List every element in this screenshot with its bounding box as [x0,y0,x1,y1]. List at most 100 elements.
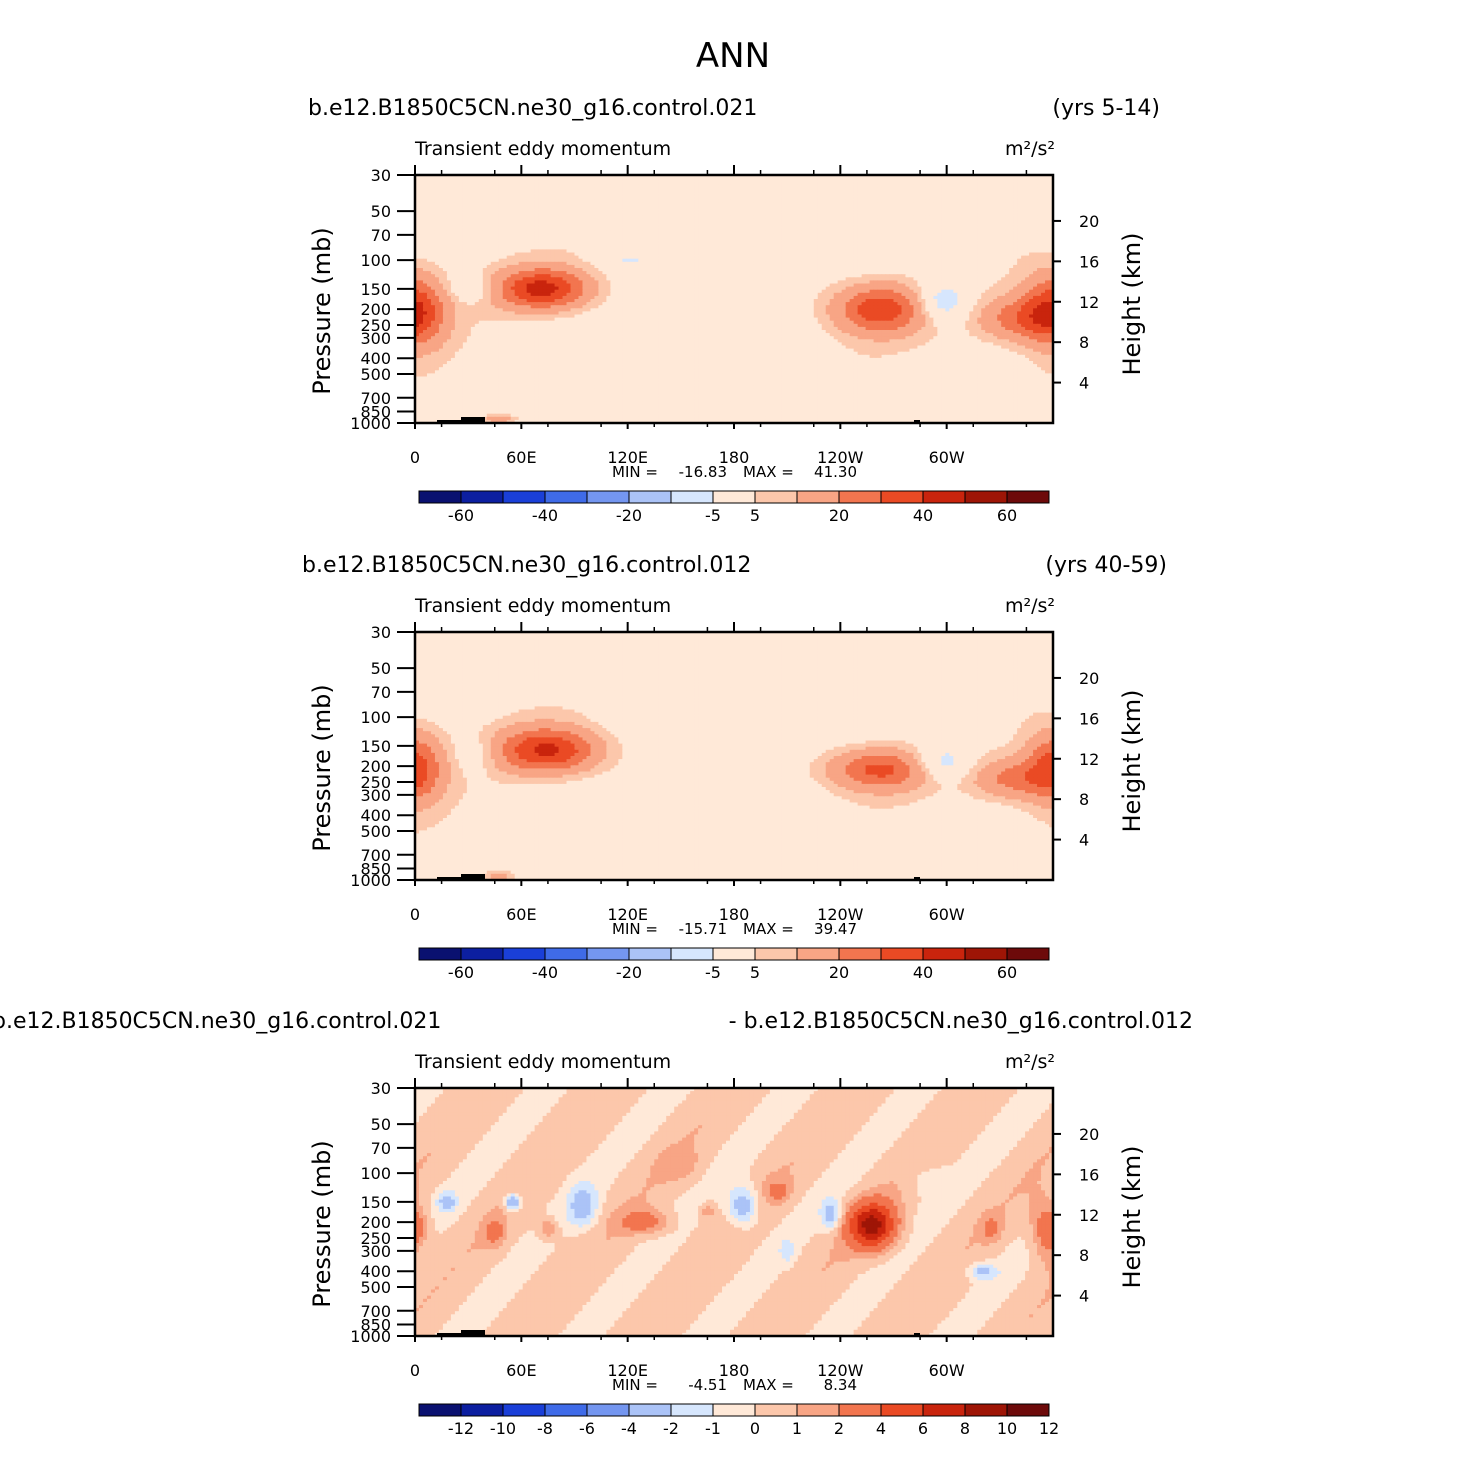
colorbar-swatch [419,491,461,503]
colorbar-label: 5 [750,963,760,982]
colorbar-label: 60 [997,506,1017,525]
max-label: MAX = [743,463,794,481]
max-value: 8.34 [824,1376,857,1394]
colorbar-swatch [965,1404,1007,1416]
y-tick-label: 50 [371,202,391,221]
y-tick-label: 150 [360,280,391,299]
colorbar-label: -1 [705,1419,721,1438]
colorbar-swatch [419,1404,461,1416]
case-title-left: b.e12.B1850C5CN.ne30_g16.control.021 [0,1009,441,1034]
case-title-right: - b.e12.B1850C5CN.ne30_g16.control.012 [729,1009,1193,1034]
y-tick-label: 100 [360,708,391,727]
colorbar-label: -60 [448,506,474,525]
height-tick-label: 16 [1079,1165,1099,1184]
y-axis-title: Pressure (mb) [308,684,336,851]
y-tick-label: 1000 [350,414,391,433]
colorbar-swatch [1007,1404,1049,1416]
y-tick-label: 500 [360,365,391,384]
y2-axis-title: Height (km) [1118,1146,1146,1289]
colorbar-label: -40 [532,963,558,982]
y-tick-label: 300 [360,786,391,805]
colorbar-swatch [545,948,587,960]
y-tick-label: 100 [360,1164,391,1183]
colorbar-swatch [923,948,965,960]
height-tick-label: 12 [1079,750,1099,769]
height-tick-label: 20 [1079,212,1099,231]
x-tick-label: 60E [506,905,536,924]
colorbar-swatch [587,1404,629,1416]
x-tick-label: 0 [410,905,420,924]
contour-field [415,175,1054,424]
y2-axis-title: Height (km) [1118,233,1146,376]
colorbar: -12 -10 -8 -6 -4 -2 -1 0 1 2 4 6 8 10 12 [419,1404,1059,1438]
colorbar-swatch [461,491,503,503]
colorbar-label: 60 [997,963,1017,982]
colorbar-swatch [419,948,461,960]
colorbar-swatch [713,491,755,503]
colorbar-swatch [671,491,713,503]
colorbar-swatch [839,1404,881,1416]
height-tick-label: 12 [1079,293,1099,312]
max-value: 39.47 [814,920,857,938]
case-title-left: b.e12.B1850C5CN.ne30_g16.control.012 [302,553,751,578]
colorbar-swatch [713,1404,755,1416]
colorbar-swatch [1007,948,1049,960]
colorbar-label: -60 [448,963,474,982]
colorbar-swatch [755,491,797,503]
min-value: -16.83 [679,463,727,481]
y-tick-label: 1000 [350,871,391,890]
colorbar-swatch [629,1404,671,1416]
max-label: MAX = [743,1376,794,1394]
y-tick-label: 70 [371,683,391,702]
height-tick-label: 8 [1079,333,1089,352]
plot-subtitle: Transient eddy momentum [414,138,671,160]
colorbar-swatch [881,1404,923,1416]
colorbar-swatch [671,948,713,960]
contour-field [415,632,1054,881]
colorbar-swatch [755,1404,797,1416]
colorbar-label: -5 [705,506,721,525]
case-title-right: (yrs 40-59) [1045,553,1167,578]
colorbar-label: 40 [913,963,933,982]
x-tick-label: 60W [929,1361,965,1380]
y-tick-label: 1000 [350,1327,391,1346]
y-tick-label: 300 [360,1242,391,1261]
colorbar-swatch [923,1404,965,1416]
x-tick-label: 60E [506,448,536,467]
colorbar-swatch [503,491,545,503]
colorbar-label: -12 [448,1419,474,1438]
colorbar-swatch [755,948,797,960]
y-tick-label: 70 [371,1139,391,1158]
min-label: MIN = [612,1376,658,1394]
colorbar-label: -8 [537,1419,553,1438]
height-tick-label: 16 [1079,709,1099,728]
colorbar-swatch [587,948,629,960]
x-tick-label: 0 [410,448,420,467]
colorbar-swatch [629,491,671,503]
x-tick-label: 60E [506,1361,536,1380]
colorbar-swatch [797,948,839,960]
colorbar-label: 20 [829,963,849,982]
y-tick-label: 30 [371,166,391,185]
colorbar-label: -6 [579,1419,595,1438]
height-tick-label: 20 [1079,1125,1099,1144]
x-tick-label: 60W [929,905,965,924]
colorbar-label: -10 [490,1419,516,1438]
case-title-right: (yrs 5-14) [1052,96,1160,121]
y-tick-label: 100 [360,251,391,270]
colorbar-label: 8 [960,1419,970,1438]
y-tick-label: 500 [360,1278,391,1297]
panel-1: b.e12.B1850C5CN.ne30_g16.control.021 (yrs… [308,96,1160,525]
colorbar-label: 2 [834,1419,844,1438]
colorbar-label: -5 [705,963,721,982]
y-axis-title: Pressure (mb) [308,1140,336,1307]
y-tick-label: 30 [371,623,391,642]
contour-field [415,1088,1054,1337]
colorbar-label: 40 [913,506,933,525]
y-tick-label: 70 [371,226,391,245]
max-value: 41.30 [814,463,857,481]
